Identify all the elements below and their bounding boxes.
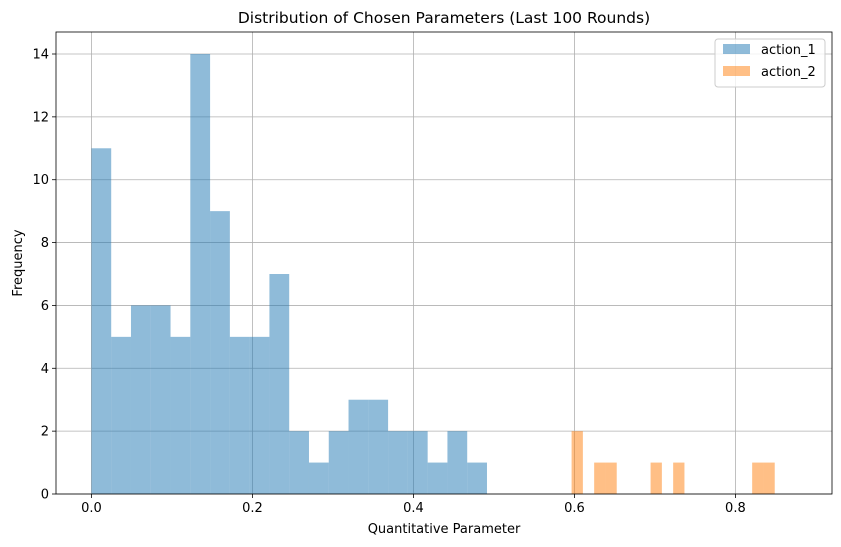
bar-action-2	[763, 462, 775, 494]
y-axis: 0 2 4 6 8 10 12 14	[32, 48, 56, 503]
bar-action-1	[229, 336, 250, 494]
bar-action-1	[190, 54, 211, 494]
bar-action-1	[427, 462, 448, 494]
plot-frame	[55, 31, 833, 495]
bar-action-1	[150, 305, 171, 494]
bars	[91, 54, 775, 495]
y-tick-label: 12	[32, 110, 49, 125]
y-tick-label: 14	[32, 48, 49, 63]
bar-action-1	[388, 431, 408, 494]
y-tick-label: 0	[41, 488, 49, 503]
bar-action-1	[328, 431, 349, 494]
x-tick-label: 0.4	[403, 501, 424, 516]
x-tick-label: 0.8	[725, 501, 746, 516]
bar-action-1	[111, 336, 131, 494]
bar-action-2	[594, 462, 606, 494]
bar-action-1	[170, 336, 191, 494]
x-axis: 0.0 0.2 0.4 0.6 0.8	[81, 494, 746, 516]
y-tick-label: 8	[41, 236, 49, 251]
bar-action-1	[368, 399, 389, 494]
bar-action-2	[605, 462, 617, 494]
legend-label-action-1: action_1	[761, 43, 816, 58]
y-tick-label: 10	[32, 173, 49, 188]
x-tick-label: 0.0	[81, 501, 102, 516]
bar-action-1	[308, 462, 329, 494]
bar-action-1	[269, 274, 290, 494]
legend-swatch-action-2	[723, 66, 750, 76]
y-axis-label: Frequency	[11, 229, 26, 296]
bar-action-2	[752, 462, 764, 494]
y-tick-label: 4	[41, 362, 49, 377]
bar-action-2	[571, 431, 583, 494]
bar-action-1	[467, 462, 487, 494]
bar-action-1	[210, 211, 230, 494]
bar-action-1	[249, 336, 270, 494]
legend-swatch-action-1	[723, 44, 750, 54]
bar-action-2	[673, 462, 685, 494]
bar-action-1	[348, 399, 369, 494]
bar-action-1	[447, 431, 468, 494]
bar-action-1	[130, 305, 151, 494]
chart-title: Distribution of Chosen Parameters (Last …	[238, 9, 650, 27]
bar-action-2	[650, 462, 662, 494]
bar-action-1	[289, 431, 309, 494]
y-tick-label: 6	[41, 299, 49, 314]
y-tick-label: 2	[41, 425, 49, 440]
bar-action-1	[91, 148, 112, 495]
x-axis-label: Quantitative Parameter	[368, 522, 521, 537]
x-tick-label: 0.2	[242, 501, 263, 516]
x-tick-label: 0.6	[564, 501, 585, 516]
bar-action-1	[407, 431, 428, 494]
legend: action_1 action_2	[714, 38, 826, 88]
legend-label-action-2: action_2	[761, 65, 816, 80]
